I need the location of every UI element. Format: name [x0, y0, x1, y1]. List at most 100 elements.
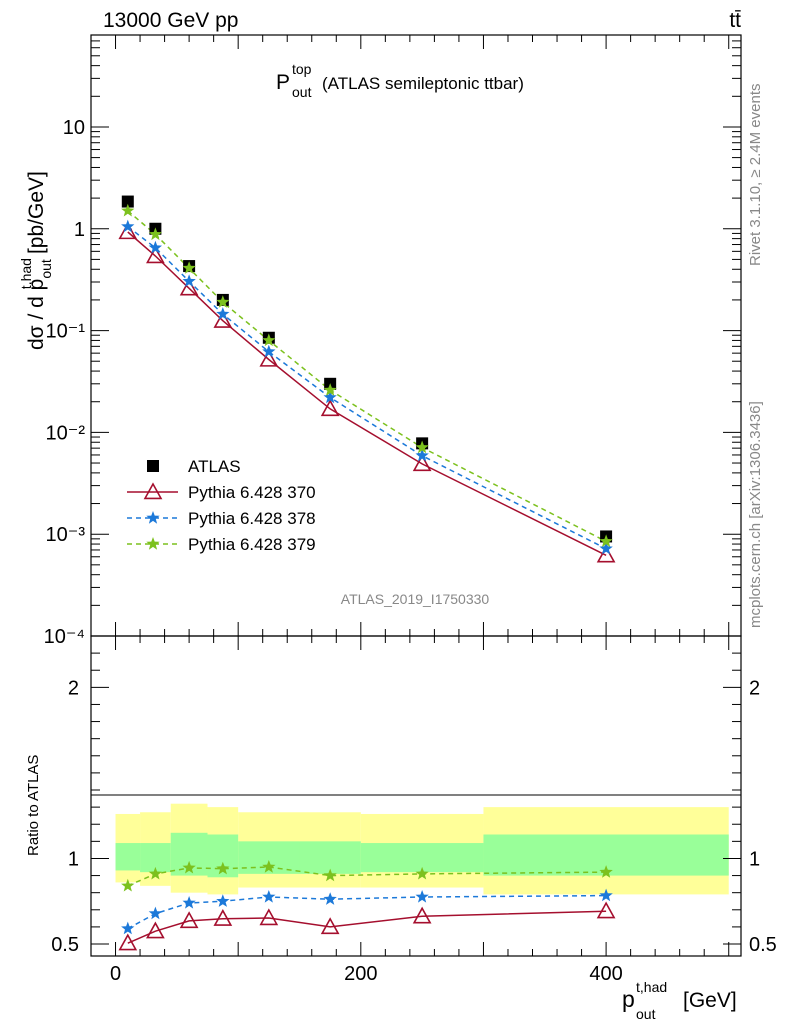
data-point-star [262, 333, 276, 347]
data-point-triangle [179, 278, 199, 296]
data-point-star [146, 537, 160, 550]
x-tick-label: 200 [344, 963, 377, 985]
data-point-star [121, 921, 135, 935]
data-point-star [415, 866, 429, 880]
title-rest: (ATLAS semileptonic ttbar) [322, 74, 524, 93]
main-y-axis-label: dσ / d poutt,had [pb/GeV] [18, 171, 54, 350]
ylabel-unit: [pb/GeV] [25, 171, 48, 254]
xlabel-sup: t,had [636, 979, 667, 995]
data-point-triangle [320, 917, 340, 935]
data-point-square [121, 195, 134, 208]
data-point-star [182, 896, 196, 909]
legend-label: ATLAS [188, 457, 241, 476]
plot-title: P top out (ATLAS semileptonic ttbar) [276, 61, 524, 100]
green-band [115, 843, 141, 871]
data-point-star [182, 261, 196, 274]
ratio-ticks: 0 200 400 0.5 0.5 1 1 2 2 [51, 636, 777, 985]
legend-label: Pythia 6.428 378 [188, 509, 316, 528]
analysis-label: ATLAS_2019_I1750330 [341, 591, 490, 607]
y-tick-label: 1 [74, 219, 85, 241]
data-point-star [148, 866, 162, 880]
data-point-star [121, 203, 135, 217]
mcplots-label: mcplots.cern.ch [arXiv:1306.3436] [747, 401, 764, 628]
data-point-star [216, 307, 230, 320]
main-plot-panel: 10⁻⁴ 10⁻³ 10⁻² 10⁻¹ 1 10 P top out (ATLAS sem… [18, 34, 742, 648]
data-point-triangle [259, 908, 279, 926]
ratio-series-line [127, 866, 607, 887]
data-point-triangle [118, 933, 138, 951]
data-point-triangle [143, 482, 163, 500]
data-point-star [323, 868, 337, 882]
ratio-y-axis-label: Ratio to ATLAS [25, 755, 42, 856]
data-point-star [323, 892, 337, 905]
series-line [127, 210, 607, 543]
data-point-triangle [179, 911, 199, 929]
data-point-triangle [412, 906, 432, 924]
ratio-series-line [127, 894, 607, 930]
data-point-triangle [596, 901, 616, 919]
y-tick-label: 10⁻³ [46, 524, 86, 546]
energy-label: 13000 GeV pp [103, 9, 238, 32]
ylabel-sub: out [38, 259, 54, 279]
title-sub: out [292, 84, 312, 100]
data-point-triangle [259, 349, 279, 367]
data-point-star [599, 865, 613, 878]
data-point-star [216, 861, 230, 875]
data-point-star [262, 890, 276, 903]
data-point-square [147, 460, 159, 472]
data-point-triangle [118, 222, 138, 240]
xlabel-unit: [GeV] [683, 989, 737, 1012]
x-axis-label: p t,had out [GeV] [622, 979, 737, 1022]
data-point-star [323, 383, 337, 396]
main-series [118, 195, 616, 563]
data-point-star [262, 860, 276, 873]
ratio-series-line [127, 910, 607, 944]
x-tick-label: 400 [589, 963, 622, 985]
green-band [299, 841, 361, 874]
ratio-y-tick-label: 1 [749, 848, 760, 870]
y-tick-label: 10⁻⁴ [44, 626, 85, 648]
data-point-star [146, 511, 160, 524]
data-point-triangle [412, 454, 432, 472]
data-point-star [599, 888, 613, 902]
ratio-y-tick-label: 0.5 [51, 934, 79, 956]
data-point-triangle [320, 399, 340, 417]
main-y-ticks: 10⁻⁴ 10⁻³ 10⁻² 10⁻¹ 1 10 [44, 34, 741, 648]
svg-text:dσ / d poutt,had[pb/GeV]: dσ / d poutt,had [pb/GeV] [18, 171, 54, 350]
data-point-star [216, 295, 230, 308]
rivet-label: Rivet 3.1.10, ≥ 2.4M events [747, 84, 764, 267]
xlabel-sub: out [636, 1006, 656, 1022]
data-point-star [182, 274, 196, 287]
data-point-triangle [146, 921, 165, 939]
data-point-triangle [213, 311, 233, 328]
data-point-star [415, 890, 429, 903]
legend: ATLAS Pythia 6.428 370 Pythia 6.428 378 Pyt… [127, 457, 316, 554]
data-point-star [148, 240, 162, 254]
ratio-y-tick-label: 0.5 [749, 934, 777, 956]
data-point-triangle [146, 246, 165, 264]
ylabel-sup: t,had [18, 258, 34, 289]
ratio-uncertainty-bands [115, 803, 729, 895]
ratio-y-tick-label: 2 [749, 677, 760, 699]
ratio-series [118, 860, 616, 951]
data-point-star [148, 227, 162, 241]
data-point-star [216, 894, 230, 907]
data-point-triangle [596, 545, 616, 563]
data-point-star [323, 390, 337, 404]
process-label: tt̄ [729, 9, 741, 32]
data-point-star [182, 860, 196, 874]
data-point-star [121, 219, 135, 233]
y-tick-label: 10⁻² [46, 422, 86, 444]
title-main: P [276, 71, 290, 94]
ratio-plot-panel: 0 200 400 0.5 0.5 1 1 2 2 Ratio to ATLAS p t,had… [25, 635, 777, 1022]
title-sup: top [292, 61, 312, 77]
data-point-star [148, 906, 162, 920]
ylabel-main: dσ / d p [25, 279, 48, 350]
series-line [127, 231, 607, 556]
y-tick-label: 10⁻¹ [46, 321, 86, 343]
y-tick-label: 10 [63, 117, 85, 139]
data-point-star [262, 344, 276, 358]
ratio-y-tick-label: 2 [68, 677, 79, 699]
xlabel-main: p [622, 986, 635, 1012]
x-tick-label: 0 [110, 963, 121, 985]
